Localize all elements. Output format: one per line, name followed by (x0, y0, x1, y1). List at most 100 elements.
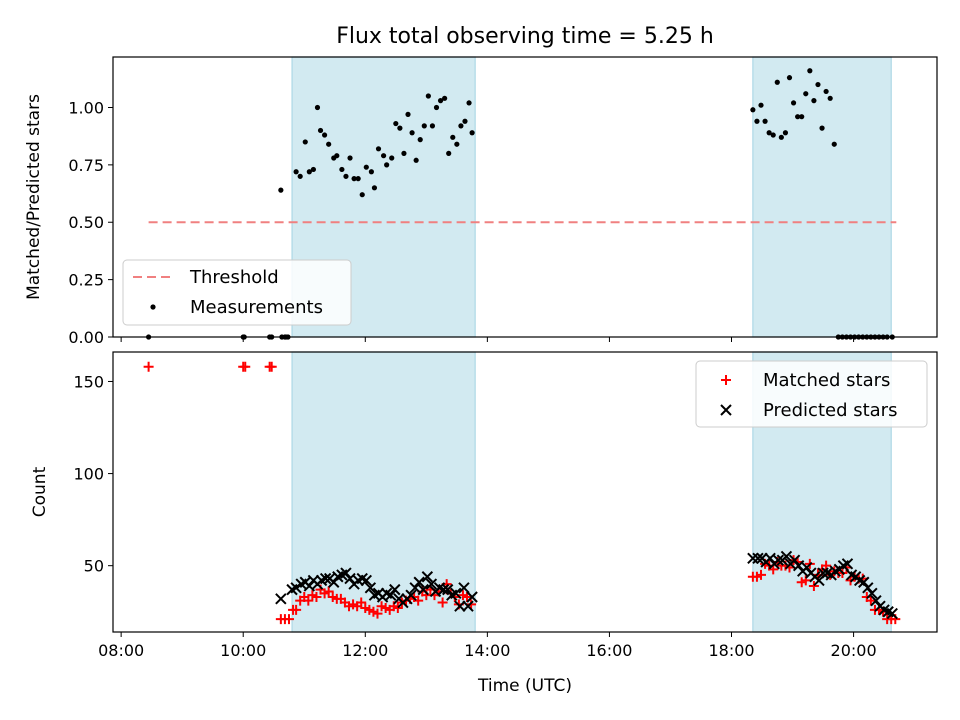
predicted-stars-point (886, 607, 898, 620)
predicted-stars-point (413, 576, 425, 588)
predicted-stars-point (360, 574, 373, 587)
matched-stars-point (311, 592, 322, 602)
measurements-point (302, 139, 308, 145)
measurements-point (425, 93, 431, 99)
measurements-point (790, 100, 797, 106)
measurements-point (421, 123, 427, 129)
top-y-tick-label: 0.50 (68, 213, 104, 232)
measurements-legend-swatch (150, 304, 156, 310)
measurements-point (462, 118, 468, 124)
threshold-legend-label: Threshold (189, 267, 279, 288)
predicted-stars-point (364, 582, 377, 594)
bottom-y-axis-label: Count (30, 466, 50, 517)
measurements-point (803, 91, 809, 97)
predicted-stars-point (462, 600, 474, 612)
measurements-point (293, 169, 299, 175)
measurements-point (321, 132, 328, 138)
predicted-stars-point (752, 552, 764, 565)
predicted-stars-point (275, 593, 287, 605)
measurements-point (433, 104, 440, 111)
measurements-point (782, 130, 789, 136)
measurements-point (446, 150, 452, 156)
top-y-tick-label: 1.00 (68, 98, 104, 117)
measurements-point (819, 125, 825, 131)
measurements-point (766, 130, 772, 136)
top-y-axis: 0.00 0.25 0.50 0.75 1.00 (68, 98, 113, 347)
predicted-stars-point (858, 576, 870, 588)
measurements-point (351, 176, 357, 182)
predicted-stars-point (772, 554, 785, 566)
predicted-stars-point (450, 587, 462, 600)
measurements-point (750, 107, 756, 113)
predicted-stars-point (425, 578, 438, 590)
matched-stars-point (266, 361, 277, 372)
measurements-point (778, 134, 784, 140)
matched-stars-point (865, 595, 876, 606)
bottom-series (143, 361, 901, 625)
predicted-stars-point (417, 583, 429, 596)
measurements-point (306, 169, 312, 175)
measurements-point (786, 75, 793, 81)
matched-stars-point (756, 569, 767, 580)
measurements-point (347, 155, 353, 161)
measurements-point (380, 153, 387, 159)
matched-stars-legend-swatch (721, 375, 731, 385)
bottom-legend-box (695, 360, 928, 428)
measurements-point (363, 164, 369, 170)
bottom-panel: 50 100 150 08:00 10:00 12:00 14:00 16:00 18:00 2… (30, 351, 938, 696)
x-tick-label: 12:00 (342, 641, 388, 660)
measurements-point (326, 141, 332, 147)
top-y-tick-label: 0.25 (68, 271, 104, 290)
predicted-stars-point (385, 589, 397, 601)
top-y-axis-label: Matched/Predicted stars (24, 94, 44, 300)
measurements-point (409, 130, 415, 136)
x-tick-label: 10:00 (220, 641, 266, 660)
predicted-stars-point (421, 571, 434, 583)
measurements-point (355, 176, 361, 182)
measurements-point (405, 111, 411, 117)
measurements-point (339, 166, 345, 173)
predicted-stars-point (340, 567, 352, 579)
measurements-point (827, 95, 833, 101)
top-shaded-intervals (291, 56, 892, 338)
measurements-point (413, 157, 419, 163)
predicted-stars-point (780, 550, 793, 563)
predicted-stars-legend-label: Predicted stars (763, 400, 897, 421)
top-shaded-interval (752, 56, 892, 338)
measurements-point (278, 187, 284, 193)
bottom-y-axis: 50 100 150 (73, 372, 113, 576)
predicted-stars-point (862, 582, 874, 594)
predicted-stars-point (788, 554, 801, 566)
x-tick-label: 08:00 (98, 641, 144, 660)
measurements-point (393, 120, 399, 127)
predicted-stars-legend-swatch (720, 404, 732, 416)
matched-stars-point (413, 595, 424, 606)
x-tick-label: 20:00 (831, 641, 877, 660)
predicted-stars-point (801, 561, 813, 574)
measurements-point (401, 150, 407, 156)
measurements-point (831, 141, 837, 147)
measurements-point (359, 192, 365, 198)
measurements-point (450, 134, 456, 140)
predicted-stars-point (319, 572, 332, 585)
top-y-tick-label: 0.00 (68, 328, 104, 347)
predicted-stars-point (870, 594, 882, 607)
bottom-plot-frame (112, 351, 938, 633)
top-series (146, 68, 897, 340)
measurements-point (823, 88, 829, 95)
measurements-point (811, 98, 817, 104)
bottom-y-tick-label: 50 (84, 557, 104, 576)
chart-title: Flux total observing time = 5.25 h (336, 24, 714, 49)
predicted-stars-point (466, 591, 478, 603)
matched-stars-point (240, 361, 251, 372)
measurements-point (754, 118, 760, 124)
measurements-legend-label: Measurements (190, 297, 323, 318)
bottom-y-tick-label: 150 (73, 372, 104, 391)
measurements-point (795, 114, 801, 120)
top-y-tick-label: 0.75 (68, 156, 104, 175)
measurements-point (762, 118, 768, 124)
measurements-point (310, 166, 317, 173)
measurements-point (371, 185, 378, 191)
matched-stars-point (808, 580, 819, 591)
measurements-point (466, 100, 472, 106)
